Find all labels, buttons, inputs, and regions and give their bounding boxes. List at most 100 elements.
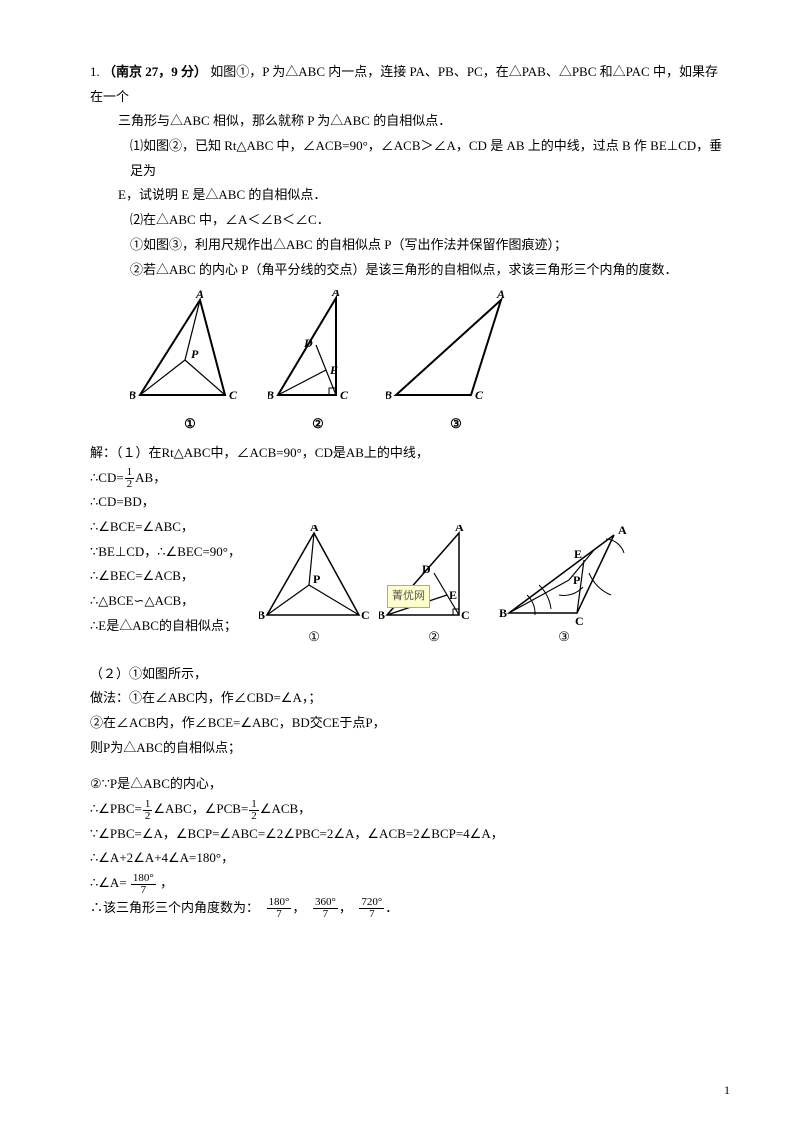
sol-l1b: AB， bbox=[135, 470, 166, 485]
svg-text:D: D bbox=[303, 336, 313, 350]
solfig1-label: ① bbox=[259, 625, 369, 650]
sol-p3-2: ∵∠PBC=∠A，∠BCP=∠ABC=∠2∠PBC=2∠A，∠ACB=2∠BCP… bbox=[90, 822, 730, 847]
q2-2: ②若△ABC 的内心 P（角平分线的交点）是该三角形的自相似点，求该三角形三个内… bbox=[90, 258, 730, 283]
sep3: ． bbox=[385, 900, 398, 915]
solfig2-label: ② bbox=[379, 625, 489, 650]
svg-text:A: A bbox=[331, 290, 340, 299]
svg-text:A: A bbox=[496, 290, 505, 301]
svg-text:B: B bbox=[130, 388, 136, 402]
problem-source: （南京 27，9 分） bbox=[103, 64, 207, 79]
sol-p2-2: ②在∠ACB内，作∠BCE=∠ABC，BD交CE于点P， bbox=[90, 711, 730, 736]
spacer bbox=[90, 650, 730, 662]
frac-ans2: 360°7 bbox=[313, 897, 338, 920]
sol-p2-1: 做法：①在∠ABC内，作∠CBD=∠A，； bbox=[90, 686, 730, 711]
q2-1: ①如图③，利用尺规作出△ABC 的自相似点 P（写出作法并保留作图痕迹）； bbox=[90, 233, 730, 258]
a1n: 180° bbox=[131, 873, 156, 885]
solution-block: 解：（１）在Rt△ABC中，∠ACB=90°，CD是AB上的中线， ∴CD=12… bbox=[90, 441, 730, 921]
frac-ans3: 720°7 bbox=[359, 897, 384, 920]
svg-text:C: C bbox=[361, 608, 369, 622]
svg-text:A: A bbox=[618, 525, 627, 537]
sol-figure-2: A B C D E 菁优网 ② bbox=[379, 525, 489, 650]
figure-3: A B C ③ bbox=[386, 290, 526, 437]
svg-text:A: A bbox=[455, 525, 464, 534]
q1b: E，试说明 E 是△ABC 的自相似点． bbox=[90, 183, 730, 208]
stem-part2: 三角形与△ABC 相似，那么就称 P 为△ABC 的自相似点． bbox=[90, 109, 730, 134]
sol-figure-1: A B C P ① bbox=[259, 525, 369, 650]
frac-ans1: 180°7 bbox=[267, 897, 292, 920]
figure-2: A B C D E ② bbox=[268, 290, 368, 437]
sol-p2-3: 则P为△ABC的自相似点； bbox=[90, 736, 730, 761]
svg-text:A: A bbox=[310, 525, 319, 534]
sol-l0: 解：（１）在Rt△ABC中，∠ACB=90°，CD是AB上的中线， bbox=[90, 441, 730, 466]
svg-text:C: C bbox=[461, 608, 470, 622]
p31b: ∠ABC，∠PCB= bbox=[153, 801, 248, 816]
sol-l4: ∵BE⊥CD，∴∠BEC=90°， bbox=[90, 540, 241, 565]
sol-p3-5: ∴该三角形三个内角度数为： 180°7， 360°7， 720°7． bbox=[90, 896, 730, 921]
svg-text:C: C bbox=[475, 388, 484, 402]
p31c: ∠ACB， bbox=[260, 801, 311, 816]
svg-text:D: D bbox=[422, 562, 431, 576]
fig3-label: ③ bbox=[386, 412, 526, 437]
frac-half-3: 12 bbox=[249, 799, 259, 822]
svg-text:P: P bbox=[191, 347, 199, 361]
sol-l5: ∴∠BEC=∠ACB， bbox=[90, 564, 241, 589]
solution-row-with-figs: ∴∠BCE=∠ABC， ∵BE⊥CD，∴∠BEC=90°， ∴∠BEC=∠ACB… bbox=[90, 515, 730, 650]
a1d: 7 bbox=[131, 885, 156, 896]
d3: 7 bbox=[359, 909, 384, 920]
solution-figure-row: ABCP ① ABCDE 菁优网 ② ABCPE ③ bbox=[259, 525, 629, 650]
svg-text:B: B bbox=[499, 606, 507, 620]
frac-a1: 180°7 bbox=[131, 873, 156, 896]
sol-p3-1: ∴∠PBC=12∠ABC，∠PCB=12∠ACB， bbox=[90, 797, 730, 822]
fn2: 1 bbox=[249, 799, 259, 811]
svg-text:B: B bbox=[268, 388, 274, 402]
sol-l1a: ∴CD= bbox=[90, 470, 124, 485]
svg-text:P: P bbox=[313, 572, 320, 586]
page-number: 1 bbox=[724, 1079, 730, 1102]
p34a: ∴∠A= bbox=[90, 875, 127, 890]
sol-l1: ∴CD=12AB， bbox=[90, 466, 730, 491]
sol-p2h: （２）①如图所示， bbox=[90, 662, 730, 687]
fig2-label: ② bbox=[268, 412, 368, 437]
svg-text:C: C bbox=[340, 388, 349, 402]
d2: 7 bbox=[313, 909, 338, 920]
sep2: ， bbox=[339, 900, 352, 915]
watermark-badge: 菁优网 bbox=[387, 583, 430, 608]
q2: ⑵在△ABC 中，∠A＜∠B＜∠C． bbox=[90, 208, 730, 233]
svg-text:B: B bbox=[386, 388, 392, 402]
q1a: ⑴如图②，已知 Rt△ABC 中，∠ACB=90°，∠ACB＞∠A，CD 是 A… bbox=[90, 134, 730, 183]
sol-p3-3: ∴∠A+2∠A+4∠A=180°， bbox=[90, 846, 730, 871]
watermark-text: 菁优网 bbox=[387, 585, 430, 608]
fd2: 2 bbox=[249, 811, 259, 822]
figure-row-top: A B C P ① A B C D E ② A B C ③ bbox=[130, 290, 730, 437]
sol-figure-3: A B C PE ③ bbox=[499, 525, 629, 650]
sol-p3-4: ∴∠A= 180°7 ， bbox=[90, 871, 730, 896]
d1: 7 bbox=[267, 909, 292, 920]
p35a: ∴该三角形三个内角度数为： bbox=[90, 900, 259, 915]
sol-l3: ∴∠BCE=∠ABC， bbox=[90, 515, 241, 540]
sol-l7: ∴E是△ABC的自相似点； bbox=[90, 614, 241, 639]
problem-block: 1. （南京 27，9 分） 如图①，P 为△ABC 内一点，连接 PA、PB、… bbox=[90, 60, 730, 282]
frac-half-1: 12 bbox=[125, 467, 135, 490]
frac-den: 2 bbox=[125, 479, 135, 490]
sep1: ， bbox=[292, 900, 305, 915]
svg-text:E: E bbox=[449, 588, 457, 602]
p31a: ∴∠PBC= bbox=[90, 801, 142, 816]
fig1-label: ① bbox=[130, 412, 250, 437]
svg-text:B: B bbox=[259, 608, 265, 622]
sol-l6: ∴△BCE∽△ACB， bbox=[90, 589, 241, 614]
svg-text:P: P bbox=[573, 573, 580, 587]
svg-text:B: B bbox=[379, 608, 385, 622]
frac-half-2: 12 bbox=[143, 799, 153, 822]
svg-text:C: C bbox=[575, 614, 584, 625]
fn: 1 bbox=[143, 799, 153, 811]
fd: 2 bbox=[143, 811, 153, 822]
svg-text:E: E bbox=[574, 547, 582, 561]
sol-l2: ∴CD=BD， bbox=[90, 490, 730, 515]
problem-number: 1. bbox=[90, 64, 100, 79]
sol-p3-0: ②∵P是△ABC的内心， bbox=[90, 772, 730, 797]
solution-text-col: ∴∠BCE=∠ABC， ∵BE⊥CD，∴∠BEC=90°， ∴∠BEC=∠ACB… bbox=[90, 515, 241, 638]
solfig3-label: ③ bbox=[499, 625, 629, 650]
svg-text:A: A bbox=[195, 290, 204, 301]
svg-text:E: E bbox=[329, 363, 338, 377]
p34b: ， bbox=[160, 875, 173, 890]
